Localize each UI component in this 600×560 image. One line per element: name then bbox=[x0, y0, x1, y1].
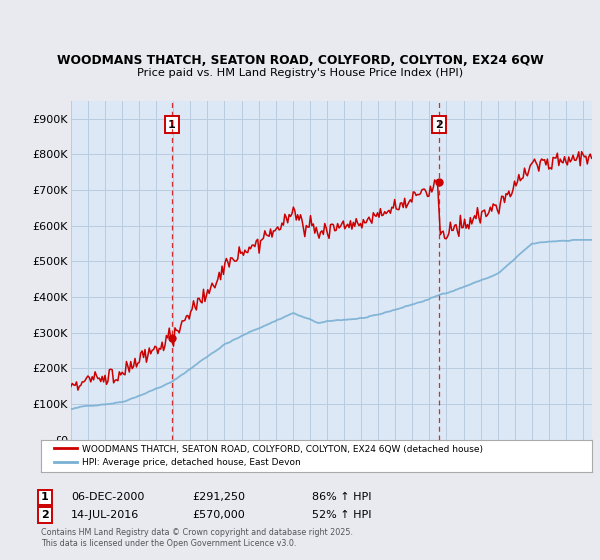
Text: £291,250: £291,250 bbox=[192, 492, 245, 502]
Legend: WOODMANS THATCH, SEATON ROAD, COLYFORD, COLYTON, EX24 6QW (detached house), HPI:: WOODMANS THATCH, SEATON ROAD, COLYFORD, … bbox=[51, 441, 486, 471]
Text: 2: 2 bbox=[435, 119, 442, 129]
Text: WOODMANS THATCH, SEATON ROAD, COLYFORD, COLYTON, EX24 6QW: WOODMANS THATCH, SEATON ROAD, COLYFORD, … bbox=[56, 54, 544, 67]
Text: 14-JUL-2016: 14-JUL-2016 bbox=[71, 510, 139, 520]
Text: 86% ↑ HPI: 86% ↑ HPI bbox=[312, 492, 371, 502]
Text: 1: 1 bbox=[41, 492, 49, 502]
Text: £570,000: £570,000 bbox=[192, 510, 245, 520]
Text: 1: 1 bbox=[168, 119, 176, 129]
Text: 52% ↑ HPI: 52% ↑ HPI bbox=[312, 510, 371, 520]
Text: 2: 2 bbox=[41, 510, 49, 520]
Text: Contains HM Land Registry data © Crown copyright and database right 2025.
This d: Contains HM Land Registry data © Crown c… bbox=[41, 528, 353, 548]
Text: Price paid vs. HM Land Registry's House Price Index (HPI): Price paid vs. HM Land Registry's House … bbox=[137, 68, 463, 78]
Text: 06-DEC-2000: 06-DEC-2000 bbox=[71, 492, 144, 502]
